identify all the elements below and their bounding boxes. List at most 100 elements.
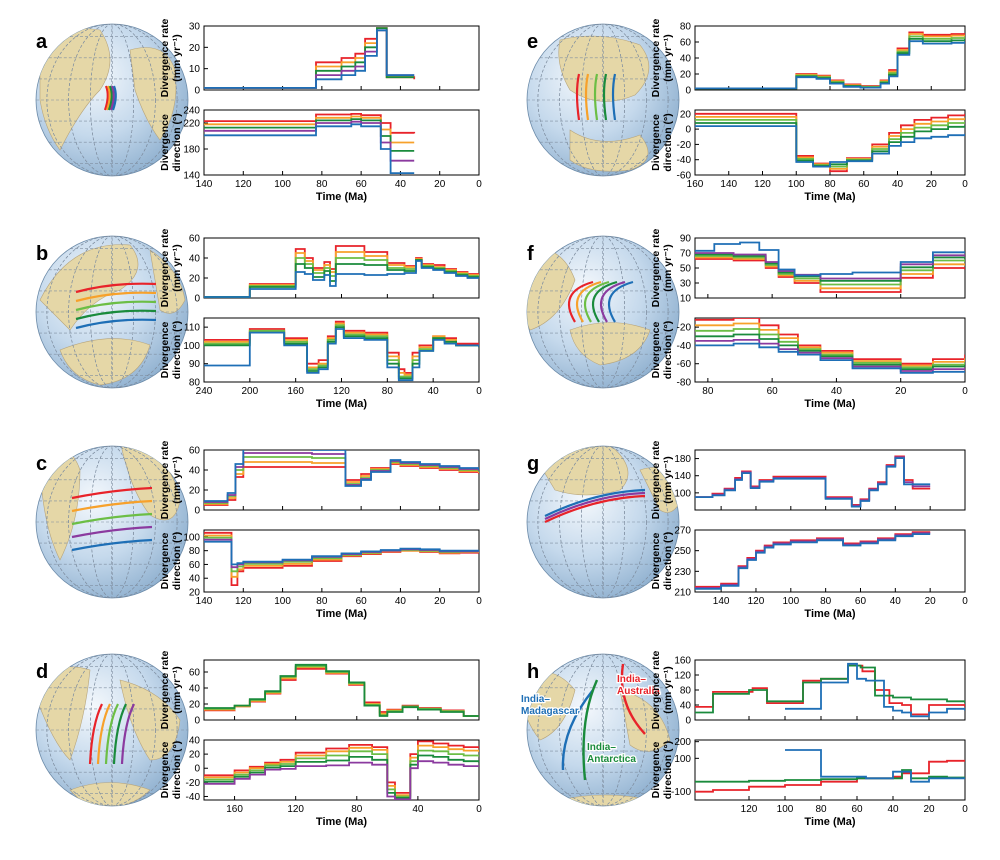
y-axis-label: Divergence rate(mm yr⁻¹) (159, 650, 183, 729)
y-tick-label: 20 (189, 43, 201, 54)
y-tick-label: 230 (674, 567, 691, 578)
globe-meridian (580, 236, 626, 388)
globe-landmass (39, 244, 139, 331)
y-tick-label: -20 (677, 140, 692, 151)
x-tick-label: 40 (395, 179, 407, 190)
y-axis-label: Divergence rate(mm yr⁻¹) (650, 18, 674, 97)
globe-meridian (89, 24, 135, 176)
y-tick-label: 20 (680, 70, 692, 81)
globe-landmass (619, 689, 671, 752)
y-tick-label: 0 (685, 125, 691, 136)
y-tick-label: 200 (674, 737, 691, 748)
y-axis-label: Divergence rate(mm yr⁻¹) (650, 440, 674, 519)
y-tick-label: 90 (680, 234, 692, 245)
panel-letter-layer: a b c d e f g h (36, 31, 539, 683)
globe-flowline (75, 291, 157, 303)
globe-layer: India– Madagascar India– Australia India– Ant… (35, 23, 680, 807)
x-tick-label: 100 (782, 596, 799, 607)
panel-letter-f: f (527, 243, 534, 265)
globe-meridian (559, 24, 647, 176)
globe-flowline (75, 300, 157, 312)
y-tick-label: 0 (685, 86, 691, 97)
y-axis-label: Divergence rate(mm yr⁻¹) (159, 440, 183, 519)
y-axis-label: Divergence rate(mm yr⁻¹) (650, 650, 674, 729)
series-line-2 (695, 256, 965, 290)
series-line-5 (204, 760, 479, 800)
y-tick-label: 40 (680, 54, 692, 65)
y-tick-label: 120 (674, 671, 691, 682)
globe-meridian (46, 236, 178, 388)
globe-landmass (149, 249, 186, 314)
y-tick-label: 40 (189, 466, 201, 477)
globe-flowline (591, 280, 618, 323)
globe-meridian (68, 24, 156, 176)
x-axis-label: Time (Ma) (316, 398, 367, 410)
y-tick-label: 70 (680, 249, 692, 260)
globe-flowline-madagascar (561, 689, 594, 771)
y-tick-label: 20 (189, 750, 201, 761)
subplot-dir-g: 210 230 250 270 140 120 100 80 60 40 20 0 Divergence… (650, 526, 968, 621)
y-tick-label: -40 (677, 155, 692, 166)
x-axis-label: Time (Ma) (316, 191, 367, 203)
plot-frame (203, 449, 480, 511)
series-line-6 (695, 342, 965, 374)
x-tick-label: 40 (892, 179, 904, 190)
y-tick-label: 10 (680, 294, 692, 305)
x-tick-label: 80 (316, 596, 328, 607)
globe-flowline (599, 280, 626, 323)
globe-landmass (59, 338, 151, 386)
x-tick-label: 60 (851, 804, 863, 815)
y-axis-label: Divergencedirection (°) (159, 113, 183, 171)
x-tick-label: 120 (748, 596, 765, 607)
globe-meridian (68, 654, 156, 806)
globe-meridian (89, 654, 135, 806)
series-line-2 (695, 664, 965, 714)
x-tick-label: 40 (890, 596, 902, 607)
globe-flowline (611, 73, 617, 121)
globe-meridian (537, 24, 669, 176)
globe-meridian (580, 654, 626, 806)
x-tick-label: 80 (702, 386, 714, 397)
series-line-5 (204, 450, 479, 502)
x-tick-label: 140 (713, 596, 730, 607)
x-tick-label: 160 (226, 804, 243, 815)
y-tick-label: -60 (677, 171, 692, 182)
x-axis-label: Time (Ma) (804, 816, 855, 828)
globe-meridian (46, 24, 178, 176)
y-tick-label: 60 (680, 38, 692, 49)
globe-flowline (593, 73, 599, 121)
y-tick-label: 40 (680, 701, 692, 712)
x-tick-label: 20 (925, 596, 937, 607)
x-axis-label: Time (Ma) (804, 191, 855, 203)
y-tick-label: 100 (674, 754, 691, 765)
y-tick-label: 60 (189, 668, 201, 679)
subplot-rate-d: 0 20 40 60 Divergence rate(mm yr⁻¹) (159, 650, 480, 729)
series-line-5 (204, 540, 479, 566)
x-tick-label: 240 (196, 386, 213, 397)
y-tick-label: 40 (189, 254, 201, 265)
y-tick-label: -100 (671, 787, 691, 798)
panel-letter-g: g (527, 453, 539, 475)
series-line-1 (695, 258, 965, 293)
y-tick-label: 80 (189, 546, 201, 557)
globe-meridian (559, 654, 647, 806)
subplot-dir-f: -80 -60 -40 -20 80 60 40 20 0 Divergencedirection… (650, 317, 968, 410)
plot-frame (694, 529, 966, 593)
globe-flowline (104, 703, 119, 765)
y-axis-label: Divergencedirection (°) (159, 321, 183, 379)
globe-meridian (46, 446, 178, 598)
globe-flowline (105, 85, 111, 111)
x-tick-label: 0 (962, 596, 968, 607)
globe-flowline (583, 280, 610, 323)
y-tick-label: 100 (183, 341, 200, 352)
y-tick-label: 0 (194, 294, 200, 305)
x-tick-label: 120 (235, 596, 252, 607)
x-tick-label: 40 (428, 386, 440, 397)
x-tick-label: 80 (382, 386, 394, 397)
y-tick-label: 180 (674, 454, 691, 465)
y-axis-label: Divergence rate(mm yr⁻¹) (650, 228, 674, 307)
subplot-dir-b: 80 90 100 110 240 200 160 120 80 40 0 Divergencedir… (159, 317, 482, 410)
globe-h: India– Madagascar India– Australia India– Ant… (520, 653, 680, 807)
